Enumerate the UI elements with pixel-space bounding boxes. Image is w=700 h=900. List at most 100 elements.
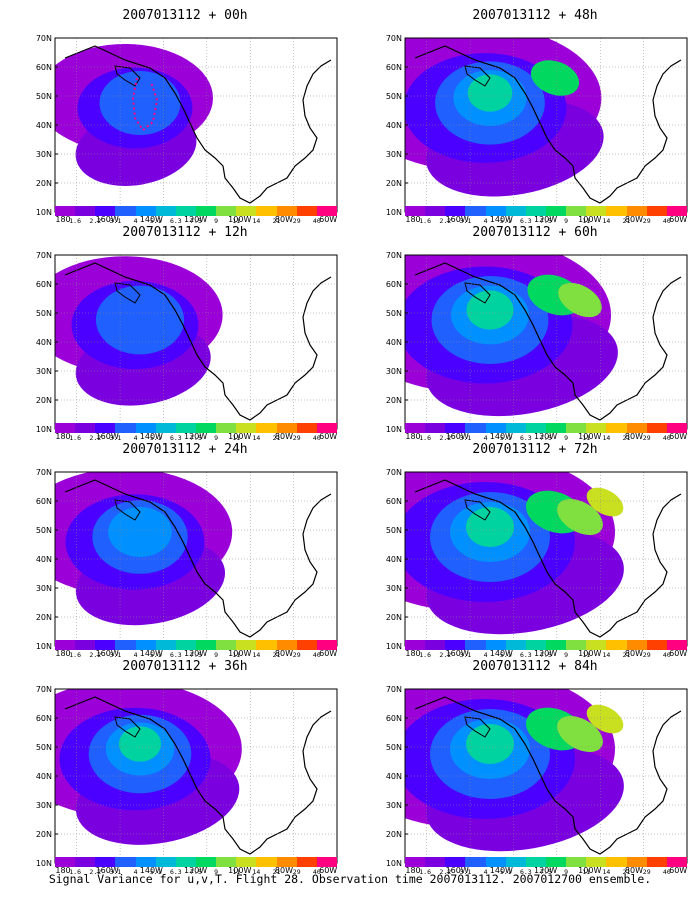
colorbar-swatch [195,206,217,216]
colorbar-swatch [316,206,337,216]
lat-tick-label: 40N [36,555,52,564]
lat-tick-label: 60N [36,63,52,72]
colorbar-label: 7.5 [190,651,202,659]
lat-tick-label: 60N [36,714,52,723]
colorbar-label: 3.1 [109,868,122,876]
colorbar [405,857,687,867]
lon-tick-label: 100W [578,866,601,875]
lat-tick-label: 70N [386,685,402,694]
lon-tick-label: 120W [184,215,207,224]
colorbar-swatch [465,857,486,867]
colorbar-labels: 1.6 2.2 3.1 4 5.1 6.3 7.5 9 11 14 21 29 40 [55,651,337,660]
colorbar-label: 11 [582,868,591,876]
colorbar-swatch [155,640,176,650]
colorbar-swatch [296,423,317,433]
colorbar-swatch [236,640,257,650]
colorbar-swatch [525,640,546,650]
lon-tick-label: 140W [140,866,163,875]
colorbar-swatch [296,640,317,650]
colorbar-swatch [505,857,526,867]
colorbar-swatch [256,640,277,650]
colorbar-label: 6.3 [169,651,182,659]
colorbar-swatch [586,206,607,216]
colorbar-swatch [236,206,257,216]
colorbar-label: 5.1 [499,651,512,659]
colorbar-swatch [175,206,196,216]
lon-tick-label: 180 [405,649,420,658]
lat-tick-label: 10N [386,425,402,434]
colorbar-swatch [566,206,587,216]
lat-tick-label: 40N [386,121,402,130]
colorbar-label: 5.1 [149,651,162,659]
map-svg: 10N 20N 30N 40N 50N 60N 70N 180 160W 140W 120W 100W… [36,34,338,224]
colorbar-swatch [485,206,506,216]
colorbar-swatch [445,640,466,650]
colorbar [405,640,687,650]
colorbar-label: 2.2 [89,868,102,876]
lon-tick-label: 160W [96,215,119,224]
lat-tick-label: 10N [36,859,52,868]
colorbar-swatch [75,640,96,650]
map-svg: 10N 20N 30N 40N 50N 60N 70N 180 160W 140W 120W 100W… [36,468,338,658]
colorbar-swatch [55,640,76,650]
colorbar-label: 3.1 [109,217,122,225]
colorbar-label: 6.3 [519,868,532,876]
colorbar-swatch [445,206,466,216]
colorbar-swatch [276,640,297,650]
lon-tick-label: 140W [490,866,513,875]
map-panel: 2007013112 + 36h 10N 20N 30N 40N 50N 60N 70N 180… [20,659,350,877]
colorbar-label: 3.1 [459,434,472,442]
panel-title: 2007013112 + 24h [122,442,248,457]
colorbar-label: 14 [252,651,261,659]
colorbar-label: 4 [133,868,138,876]
colorbar-swatch [135,857,156,867]
lon-tick-label: 180 [55,649,70,658]
colorbar-swatch [405,640,426,650]
lon-tick-label: 140W [140,215,163,224]
colorbar-swatch [276,857,297,867]
lat-tick-label: 10N [36,642,52,651]
colorbar-label: 4 [483,868,488,876]
colorbar-swatch [115,423,136,433]
lat-tick-label: 40N [36,121,52,130]
colorbar-swatch [175,857,196,867]
lat-tick-label: 30N [386,150,402,159]
colorbar-swatch [316,640,337,650]
colorbar-swatch [316,423,337,433]
lat-tick-label: 50N [386,526,402,535]
lon-tick-label: 120W [534,215,557,224]
panel-title: 2007013112 + 60h [472,225,598,240]
colorbar-label: 14 [602,217,611,225]
colorbar-swatch [626,857,647,867]
lat-tick-label: 50N [36,309,52,318]
colorbar-label: 2.2 [89,434,102,442]
colorbar-label: 21 [622,651,631,659]
lat-tick-label: 70N [386,251,402,260]
colorbar-swatch [135,640,156,650]
colorbar-label: 6.3 [519,434,532,442]
colorbar-swatch [626,423,647,433]
colorbar-label: 29 [292,217,301,225]
map-svg: 10N 20N 30N 40N 50N 60N 70N 180 160W 140W 120W 100W… [386,685,688,875]
map-area: 10N 20N 30N 40N 50N 60N 70N 180 160W 140W 120W 100W… [20,677,350,877]
colorbar-swatch [545,423,567,433]
colorbar-swatch [216,423,237,433]
colorbar-label: 7.5 [190,434,202,442]
colorbar-label: 1.6 [69,217,82,225]
colorbar [55,857,337,867]
colorbar-label: 21 [272,217,281,225]
colorbar-label: 5.1 [149,434,162,442]
colorbar-label: 6.3 [169,868,182,876]
colorbar-swatch [195,640,217,650]
colorbar-label: 7.5 [190,868,202,876]
colorbar-swatch [216,206,237,216]
colorbar-label: 11 [232,217,241,225]
colorbar-label: 3.1 [459,651,472,659]
map-area: 10N 20N 30N 40N 50N 60N 70N 180 160W 140W 120W 100W… [370,243,700,443]
colorbar-label: 21 [622,868,631,876]
colorbar-swatch [276,206,297,216]
colorbar-swatch [646,423,667,433]
colorbar-label: 3.1 [459,217,472,225]
lon-tick-label: 140W [140,432,163,441]
lat-tick-label: 70N [386,34,402,43]
